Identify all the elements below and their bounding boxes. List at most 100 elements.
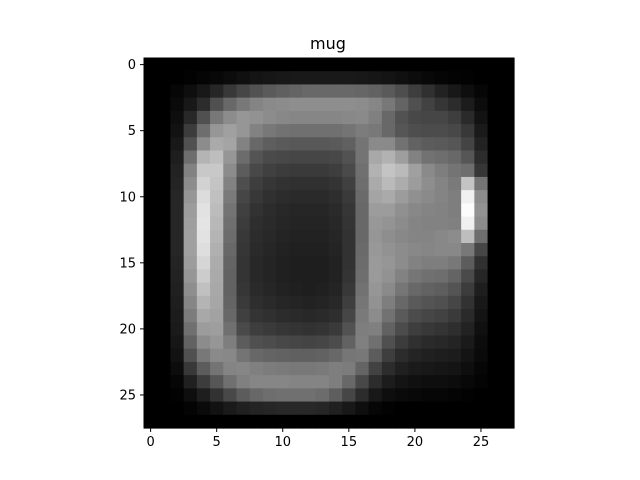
heatmap-cell <box>276 322 290 337</box>
heatmap-cell <box>157 58 172 72</box>
heatmap-cell <box>461 309 475 323</box>
heatmap-cell <box>474 282 489 297</box>
heatmap-cell <box>329 229 343 244</box>
heatmap-cell <box>196 388 211 403</box>
heatmap-cell <box>249 282 264 297</box>
heatmap-cell <box>157 203 172 218</box>
heatmap-cell <box>157 71 172 86</box>
heatmap-cell <box>395 335 409 350</box>
heatmap-cell <box>342 375 357 389</box>
heatmap-cell <box>447 375 462 389</box>
heatmap-cell <box>474 58 489 72</box>
heatmap-cell <box>421 203 436 218</box>
heatmap-cell <box>249 163 264 178</box>
heatmap-cell <box>170 388 185 403</box>
heatmap-cell <box>355 84 370 99</box>
heatmap-cell <box>487 401 502 416</box>
heatmap-cell <box>474 243 489 257</box>
heatmap-cell <box>487 190 502 204</box>
heatmap-cell <box>236 203 251 218</box>
heatmap-cell <box>183 269 198 284</box>
heatmap-cell <box>236 176 251 191</box>
heatmap-cell <box>196 348 211 363</box>
heatmap-cell <box>236 190 251 204</box>
heatmap-cell <box>434 322 449 337</box>
heatmap-cell <box>196 375 211 389</box>
heatmap-cell <box>236 361 251 376</box>
heatmap-cell <box>289 71 304 86</box>
heatmap-cell <box>421 309 436 323</box>
heatmap-cell <box>236 322 251 337</box>
heatmap-cells <box>144 58 515 429</box>
heatmap-cell <box>355 163 370 178</box>
heatmap-cell <box>487 110 502 125</box>
heatmap-cell <box>183 322 198 337</box>
heatmap-cell <box>487 348 502 363</box>
heatmap-cell <box>447 388 462 403</box>
heatmap-cell <box>249 401 264 416</box>
heatmap-cell <box>223 150 238 165</box>
heatmap-cell <box>315 256 330 271</box>
heatmap-cell <box>315 110 330 125</box>
heatmap-cell <box>447 322 462 337</box>
heatmap-cell <box>276 243 290 257</box>
heatmap-cell <box>395 375 409 389</box>
heatmap-cell <box>408 163 423 178</box>
heatmap-cell <box>461 110 475 125</box>
heatmap-cell <box>355 295 370 310</box>
heatmap-cell <box>157 110 172 125</box>
heatmap-cell <box>421 388 436 403</box>
heatmap-cell <box>447 150 462 165</box>
heatmap-cell <box>302 401 317 416</box>
heatmap-cell <box>223 322 238 337</box>
heatmap-cell <box>157 361 172 376</box>
heatmap-cell <box>500 229 515 244</box>
heatmap-cell <box>262 388 277 403</box>
heatmap-cell <box>276 229 290 244</box>
heatmap-cell <box>500 58 515 72</box>
heatmap-cell <box>434 203 449 218</box>
heatmap-cell <box>249 269 264 284</box>
heatmap-cell <box>210 124 224 138</box>
heatmap-cell <box>395 269 409 284</box>
heatmap-cell <box>329 295 343 310</box>
heatmap-cell <box>421 71 436 86</box>
heatmap-cell <box>474 176 489 191</box>
heatmap-cell <box>315 361 330 376</box>
heatmap-cell <box>210 282 224 297</box>
heatmap-cell <box>434 269 449 284</box>
heatmap-cell <box>183 124 198 138</box>
heatmap-cell <box>474 256 489 271</box>
heatmap-cell <box>183 150 198 165</box>
heatmap-cell <box>461 190 475 204</box>
heatmap-cell <box>408 361 423 376</box>
heatmap-cell <box>170 348 185 363</box>
heatmap-cell <box>302 150 317 165</box>
heatmap-cell <box>500 203 515 218</box>
heatmap-cell <box>183 58 198 72</box>
heatmap-cell <box>249 97 264 112</box>
heatmap-cell <box>368 71 383 86</box>
heatmap-cell <box>210 176 224 191</box>
heatmap-cell <box>236 163 251 178</box>
heatmap-cell <box>342 322 357 337</box>
heatmap-cell <box>408 137 423 152</box>
heatmap-cell <box>223 229 238 244</box>
heatmap-cell <box>144 190 158 204</box>
heatmap-cell <box>421 216 436 231</box>
heatmap-cell <box>395 110 409 125</box>
heatmap-cell <box>381 190 396 204</box>
heatmap-cell <box>487 335 502 350</box>
heatmap-cell <box>170 375 185 389</box>
heatmap-cell <box>276 150 290 165</box>
heatmap-cell <box>210 84 224 99</box>
heatmap-cell <box>487 58 502 72</box>
heatmap-cell <box>170 414 185 429</box>
heatmap-cell <box>395 229 409 244</box>
heatmap-cell <box>183 388 198 403</box>
heatmap-cell <box>196 163 211 178</box>
heatmap-cell <box>395 203 409 218</box>
heatmap-cell <box>196 282 211 297</box>
heatmap-cell <box>381 203 396 218</box>
heatmap-cell <box>381 229 396 244</box>
